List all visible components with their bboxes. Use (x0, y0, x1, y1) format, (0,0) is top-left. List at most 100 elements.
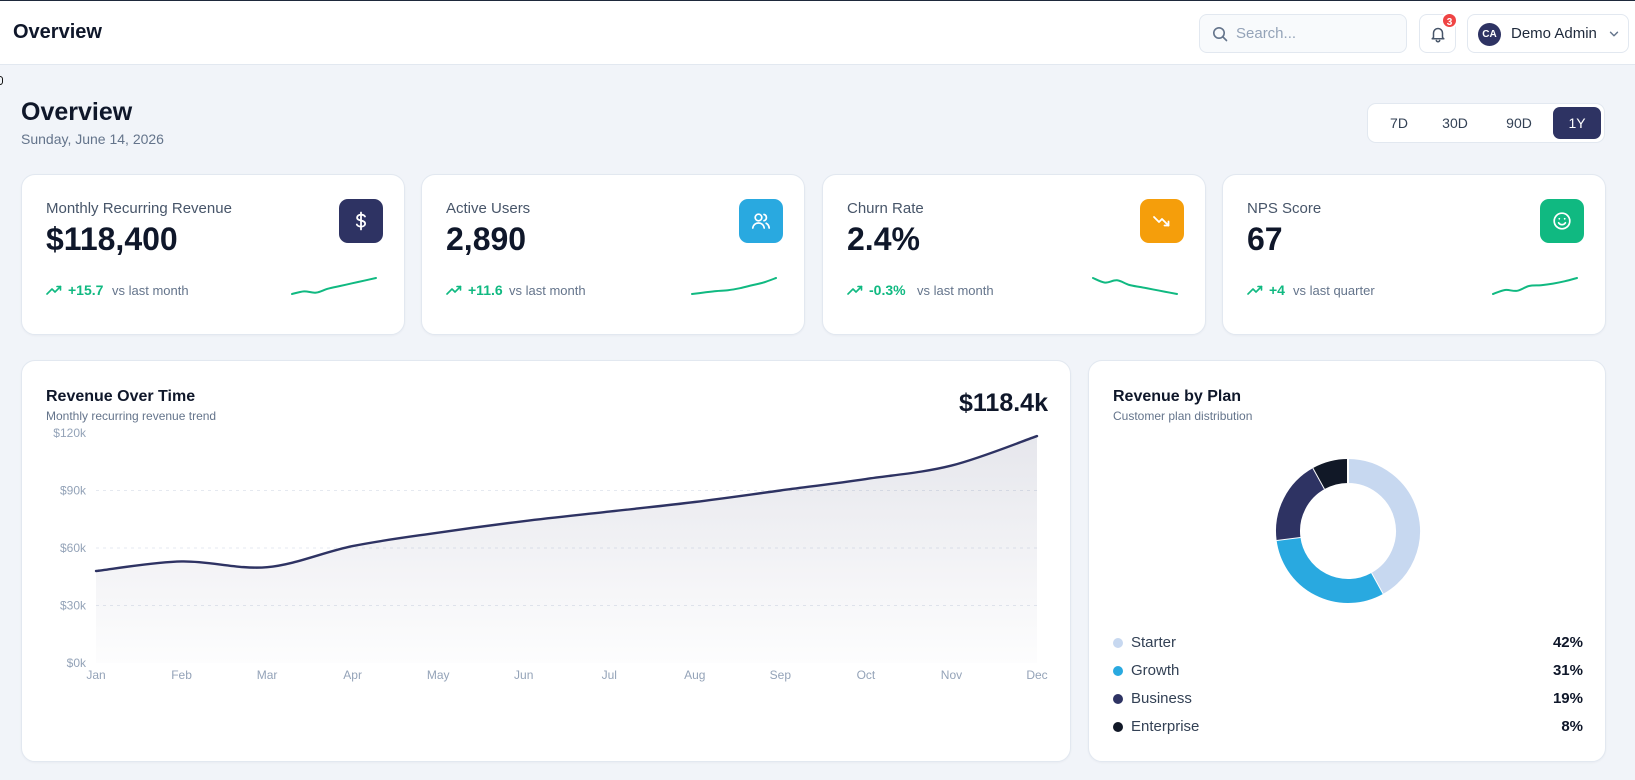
sparkline-path (691, 277, 777, 295)
sparkline-path (1092, 277, 1178, 295)
range-90d-button[interactable]: 90D (1490, 107, 1548, 139)
search-input[interactable] (1236, 15, 1401, 52)
search-box[interactable] (1199, 14, 1407, 53)
sparkline-path (1492, 277, 1578, 295)
sparkline (1492, 277, 1578, 295)
x-tick-label: May (427, 668, 450, 682)
range-30d-button[interactable]: 30D (1426, 107, 1484, 139)
search-icon (1213, 27, 1228, 42)
x-tick-label: Dec (1026, 668, 1047, 682)
chart-total-value: $118.4k (959, 389, 1048, 417)
chart-title: Revenue by Plan (1113, 388, 1242, 405)
trend-down-icon (1140, 199, 1184, 243)
y-tick-label: $0k (67, 656, 87, 670)
chart-title: Revenue Over Time (46, 388, 196, 405)
sparkline (691, 277, 777, 295)
legend-label: Starter (1131, 634, 1177, 651)
kpi-card-active-users: Active Users 2,890 +11.6 vs last month (421, 174, 805, 335)
chart-subtitle: Monthly recurring revenue trend (46, 409, 217, 423)
kpi-label: NPS Score (1247, 200, 1322, 217)
kpi-value: 2.4% (847, 221, 920, 257)
users-icon (739, 199, 783, 243)
kpi-value: 2,890 (446, 221, 527, 257)
top-bar: Overview 3 CA Demo Admin (0, 0, 1635, 65)
legend-swatch (1113, 722, 1123, 732)
notification-badge: 3 (1441, 12, 1458, 29)
kpi-value: $118,400 (46, 221, 178, 257)
legend-percent: 42% (1552, 634, 1583, 651)
kpi-compare: vs last month (112, 283, 189, 298)
legend-label: Enterprise (1131, 718, 1200, 735)
legend-percent: 19% (1552, 690, 1583, 707)
topbar-title: Overview (13, 21, 102, 43)
legend-percent: 8% (1561, 718, 1583, 735)
kpi-card-mrr: Monthly Recurring Revenue $118,400 +15.7… (21, 174, 405, 335)
kpi-card-churn: Churn Rate 2.4% -0.3% vs last month (822, 174, 1206, 335)
legend-percent: 31% (1552, 662, 1583, 679)
donut-slice-starter[interactable] (1347, 459, 1420, 595)
donut-slice-enterprise[interactable] (1313, 459, 1349, 490)
donut-slice-growth[interactable] (1276, 536, 1383, 603)
slice-separator (1312, 467, 1326, 490)
kpi-delta: +11.6 (468, 282, 503, 298)
dollar-icon (339, 199, 383, 243)
x-tick-label: Oct (857, 668, 876, 682)
plan-donut-chart (1276, 459, 1420, 603)
smile-icon (1540, 199, 1584, 243)
kpi-compare: vs last quarter (1293, 283, 1375, 298)
x-tick-label: Nov (941, 668, 962, 682)
sparkline-path (291, 277, 377, 295)
x-tick-label: Mar (257, 668, 278, 682)
revenue-area-chart: $0k $30k $60k $90k $120k Jan Feb Mar Apr May Jun Ju… (53, 426, 1047, 682)
kpi-value: 67 (1247, 221, 1283, 257)
avatar: CA (1478, 23, 1501, 46)
legend-swatch (1113, 666, 1123, 676)
plan-chart-card: Revenue by Plan Customer plan distributi… (1088, 360, 1606, 762)
legend-item-starter: Starter 42% (1113, 633, 1583, 653)
kpi-label: Active Users (446, 200, 531, 217)
user-menu[interactable]: CA Demo Admin (1467, 14, 1629, 53)
trend-up-icon (1247, 285, 1263, 295)
range-1y-button[interactable]: 1Y (1553, 107, 1601, 139)
y-tick-label: $120k (53, 426, 87, 440)
kpi-label: Monthly Recurring Revenue (46, 200, 232, 217)
legend-swatch (1113, 694, 1123, 704)
x-tick-label: Jan (86, 668, 105, 682)
revenue-chart-card: $0k $30k $60k $90k $120k Jan Feb Mar Apr May Jun Ju… (21, 360, 1071, 762)
y-tick-label: $90k (60, 484, 87, 498)
chart-subtitle: Customer plan distribution (1113, 409, 1253, 423)
x-tick-label: Jul (602, 668, 617, 682)
notifications-button[interactable] (1419, 14, 1456, 53)
kpi-compare: vs last month (917, 283, 994, 298)
x-tick-label: Feb (171, 668, 192, 682)
area-fill (96, 436, 1037, 663)
kpi-compare: vs last month (509, 283, 586, 298)
y-tick-label: $60k (60, 541, 87, 555)
page-title: Overview (21, 98, 133, 126)
kpi-delta: +15.7 (68, 282, 104, 298)
scroll-edge-marker (0, 76, 3, 85)
series-line (94, 434, 1039, 573)
legend-swatch (1113, 638, 1123, 648)
y-tick-label: $30k (60, 599, 87, 613)
kpi-label: Churn Rate (847, 200, 924, 217)
kpi-card-nps: NPS Score 67 +4 vs last quarter (1222, 174, 1606, 335)
trend-up-icon (446, 285, 462, 295)
sparkline (1092, 277, 1178, 295)
legend-label: Business (1131, 690, 1192, 707)
x-tick-label: Sep (770, 668, 792, 682)
legend-label: Growth (1131, 662, 1180, 679)
page-date: Sunday, June 14, 2026 (21, 131, 164, 147)
range-7d-button[interactable]: 7D (1376, 107, 1422, 139)
donut-slice-business[interactable] (1276, 467, 1326, 541)
legend-item-growth: Growth 31% (1113, 661, 1583, 681)
legend-item-business: Business 19% (1113, 689, 1583, 709)
chevron-down-icon (1609, 31, 1619, 37)
sparkline (291, 277, 377, 295)
trend-up-icon (46, 285, 62, 295)
time-range-selector: 7D 30D 90D 1Y (1367, 103, 1605, 143)
x-tick-label: Jun (514, 668, 533, 682)
bell-icon (1431, 27, 1445, 43)
kpi-delta: -0.3% (869, 282, 906, 298)
x-tick-label: Apr (343, 668, 362, 682)
